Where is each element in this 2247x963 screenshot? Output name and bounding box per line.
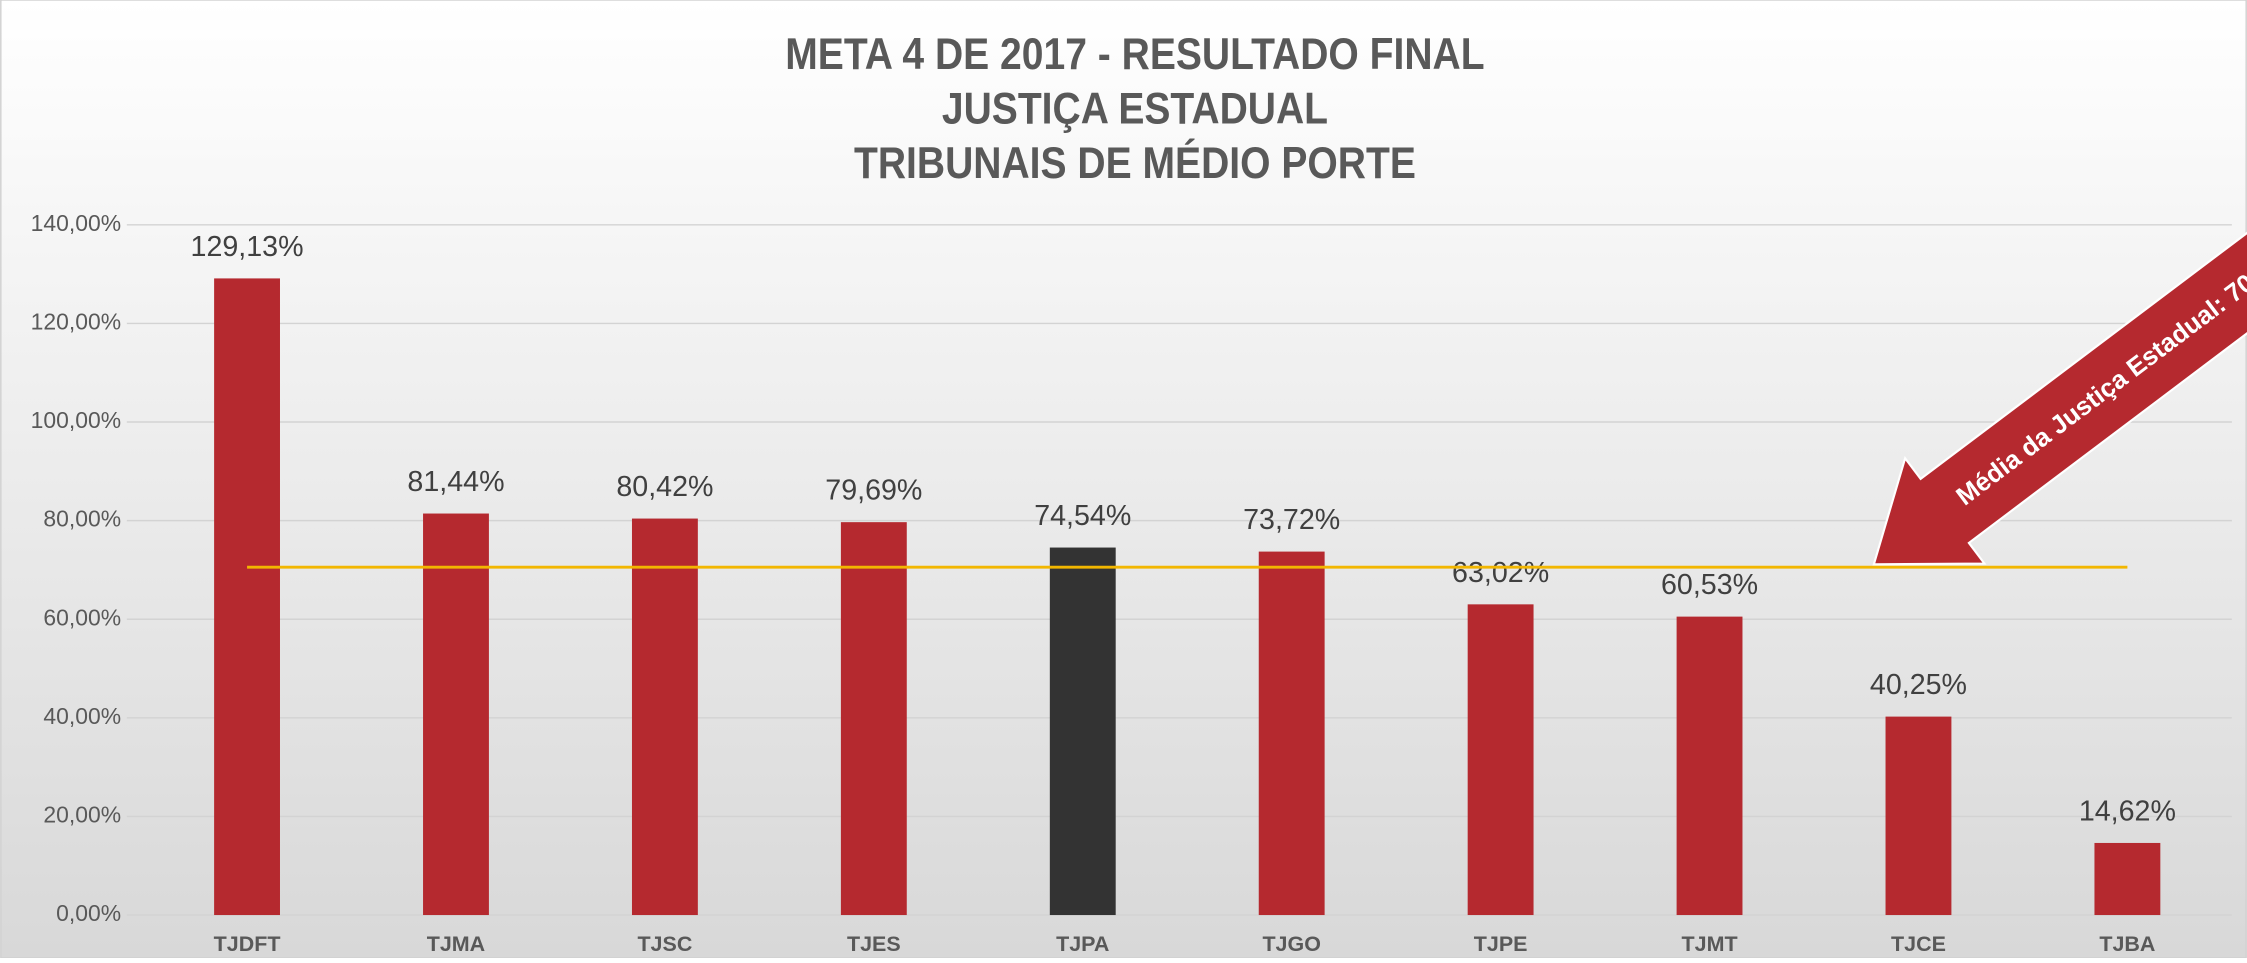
x-tick-label: TJBA <box>2099 932 2155 956</box>
data-label: 80,42% <box>616 471 713 503</box>
data-label: 74,54% <box>1034 500 1131 532</box>
data-label: 79,69% <box>825 475 922 507</box>
y-tick-label: 120,00% <box>31 308 121 334</box>
x-tick-label: TJDFT <box>214 932 281 956</box>
x-tick-label: TJPE <box>1474 932 1528 956</box>
x-tick-label: TJMT <box>1682 932 1738 956</box>
data-label: 60,53% <box>1661 569 1758 601</box>
x-tick-label: TJSC <box>637 932 692 956</box>
y-tick-label: 40,00% <box>43 703 121 729</box>
data-label: 129,13% <box>191 231 304 263</box>
bar <box>1676 616 1743 916</box>
data-label: 63,02% <box>1452 557 1549 589</box>
x-tick-label: TJCE <box>1891 932 1946 956</box>
bar <box>631 518 698 916</box>
x-tick-label: TJMA <box>427 932 485 956</box>
bar <box>1258 551 1325 916</box>
data-label: 14,62% <box>2079 795 2176 827</box>
x-tick-label: TJES <box>847 932 901 956</box>
title-line: JUSTIÇA ESTADUAL <box>942 83 1328 133</box>
y-tick-label: 80,00% <box>43 506 121 532</box>
bar <box>1049 547 1116 916</box>
bar <box>1467 604 1534 916</box>
bar <box>840 522 907 916</box>
title-line: META 4 DE 2017 - RESULTADO FINAL <box>785 29 1484 79</box>
title: META 4 DE 2017 - RESULTADO FINAL JUSTIÇA… <box>785 29 1484 188</box>
y-tick-label: 20,00% <box>43 801 121 827</box>
bar <box>423 513 489 916</box>
y-tick-label: 60,00% <box>43 604 121 630</box>
bar <box>2094 842 2161 916</box>
callout-arrow <box>1872 82 2247 566</box>
data-label: 81,44% <box>407 466 504 498</box>
y-tick-label: 100,00% <box>31 407 121 433</box>
y-tick-label: 0,00% <box>56 900 121 926</box>
x-tick-label: TJPA <box>1056 932 1109 956</box>
title-line: TRIBUNAIS DE MÉDIO PORTE <box>854 137 1416 187</box>
bar <box>1885 716 1952 916</box>
y-tick-label: 140,00% <box>31 210 121 236</box>
x-tick-label: TJGO <box>1262 932 1320 956</box>
data-label: 73,72% <box>1243 504 1340 536</box>
data-label: 40,25% <box>1870 669 1967 701</box>
bar <box>214 278 280 916</box>
